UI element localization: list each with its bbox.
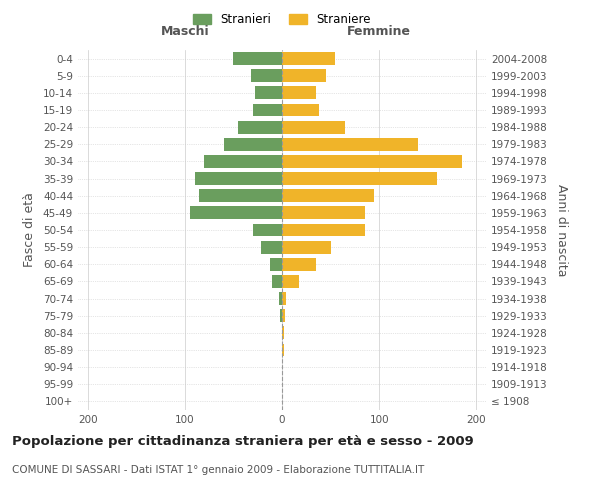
Text: Popolazione per cittadinanza straniera per età e sesso - 2009: Popolazione per cittadinanza straniera p… [12, 435, 474, 448]
Bar [255, 86, 282, 100]
Bar [204, 155, 282, 168]
Bar [282, 86, 316, 100]
Bar [253, 224, 282, 236]
Bar [282, 70, 326, 82]
Bar [282, 240, 331, 254]
Bar [282, 155, 462, 168]
Text: Maschi: Maschi [161, 25, 209, 38]
Bar [282, 120, 345, 134]
Bar [282, 206, 365, 220]
Bar [282, 292, 286, 305]
Bar [282, 275, 299, 288]
Bar [224, 138, 282, 150]
Bar [190, 206, 282, 220]
Bar [282, 138, 418, 150]
Text: Femmine: Femmine [347, 25, 411, 38]
Bar [282, 52, 335, 65]
Bar [253, 104, 282, 117]
Bar [282, 190, 374, 202]
Text: COMUNE DI SASSARI - Dati ISTAT 1° gennaio 2009 - Elaborazione TUTTITALIA.IT: COMUNE DI SASSARI - Dati ISTAT 1° gennai… [12, 465, 424, 475]
Bar [282, 344, 284, 356]
Bar [280, 310, 282, 322]
Bar [271, 258, 282, 270]
Bar [282, 258, 316, 270]
Bar [279, 292, 282, 305]
Bar [282, 224, 365, 236]
Bar [233, 52, 282, 65]
Bar [199, 190, 282, 202]
Bar [282, 172, 437, 185]
Bar [260, 240, 282, 254]
Bar [282, 310, 285, 322]
Bar [282, 104, 319, 117]
Bar [272, 275, 282, 288]
Bar [251, 70, 282, 82]
Legend: Stranieri, Straniere: Stranieri, Straniere [188, 8, 376, 31]
Bar [238, 120, 282, 134]
Bar [282, 326, 284, 340]
Y-axis label: Anni di nascita: Anni di nascita [554, 184, 568, 276]
Bar [194, 172, 282, 185]
Y-axis label: Fasce di età: Fasce di età [23, 192, 36, 268]
